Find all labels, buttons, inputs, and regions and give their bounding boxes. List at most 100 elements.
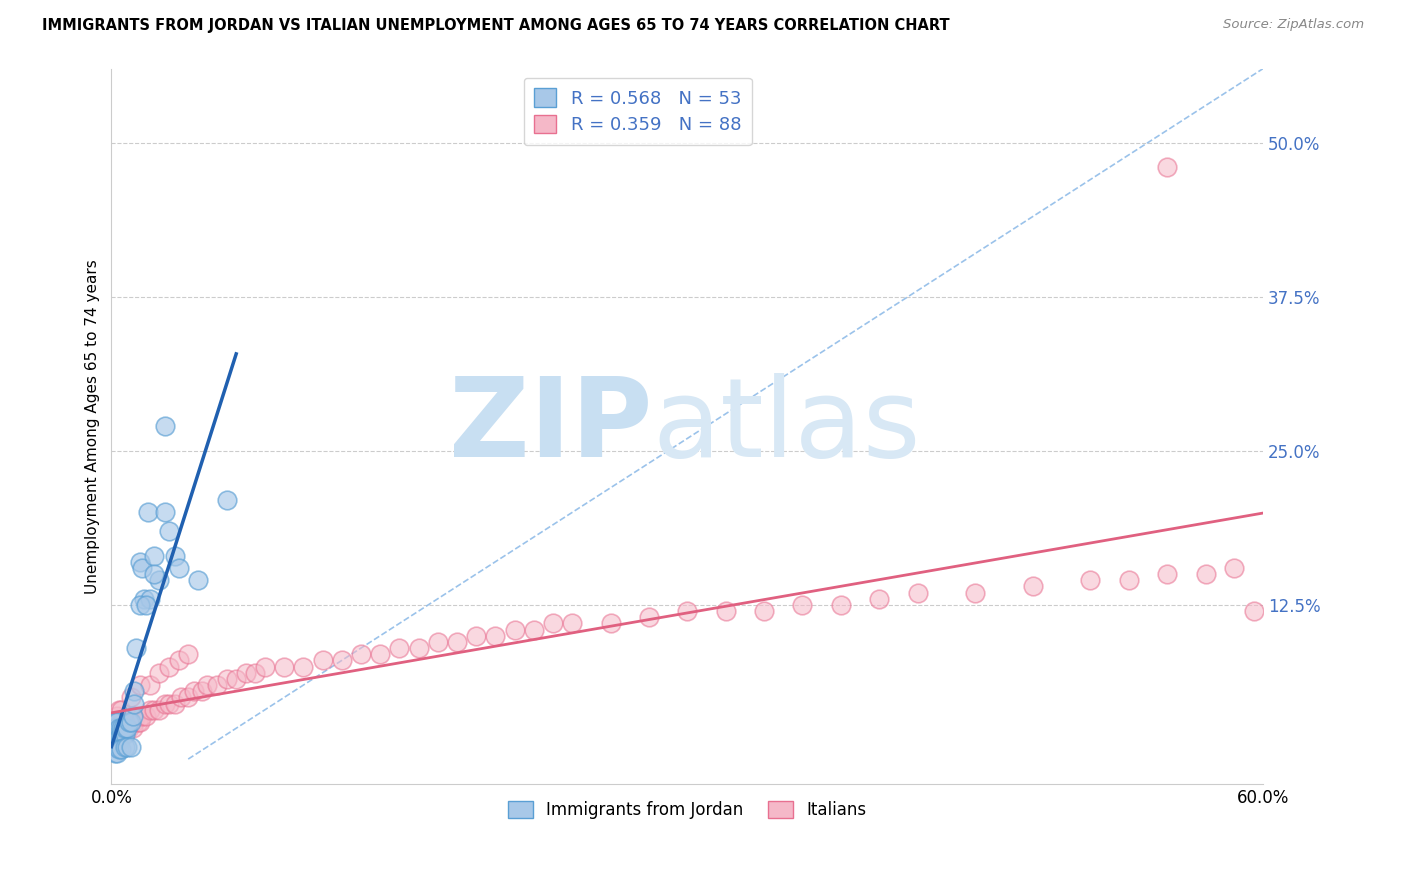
Point: [115, 721, 138, 735]
Point: [157, 524, 180, 538]
Point: [104, 721, 127, 735]
Point: [330, 653, 353, 667]
Point: [105, 727, 128, 741]
Point: [215, 672, 238, 686]
Point: [215, 493, 238, 508]
Point: [714, 604, 737, 618]
Point: [235, 665, 257, 680]
Point: [104, 727, 127, 741]
Point: [131, 709, 153, 723]
Point: [868, 591, 890, 606]
Point: [135, 598, 157, 612]
Point: [135, 709, 157, 723]
Point: [103, 721, 125, 735]
Point: [118, 715, 141, 730]
Point: [114, 721, 136, 735]
Point: [167, 561, 190, 575]
Point: [111, 721, 134, 735]
Point: [103, 739, 125, 754]
Point: [1194, 567, 1216, 582]
Point: [104, 721, 127, 735]
Point: [205, 678, 228, 692]
Point: [125, 641, 148, 656]
Point: [104, 746, 127, 760]
Point: [125, 709, 148, 723]
Point: [139, 591, 162, 606]
Point: [115, 739, 138, 754]
Point: [142, 567, 165, 582]
Point: [148, 665, 170, 680]
Point: [132, 591, 155, 606]
Point: [177, 647, 200, 661]
Point: [118, 721, 141, 735]
Point: [153, 419, 176, 434]
Point: [120, 690, 142, 705]
Point: [163, 697, 186, 711]
Point: [103, 715, 125, 730]
Point: [108, 733, 131, 747]
Point: [408, 641, 430, 656]
Point: [792, 598, 814, 612]
Point: [142, 549, 165, 563]
Text: Source: ZipAtlas.com: Source: ZipAtlas.com: [1223, 18, 1364, 31]
Point: [111, 715, 134, 730]
Point: [104, 715, 127, 730]
Point: [523, 623, 546, 637]
Point: [1118, 574, 1140, 588]
Point: [465, 629, 488, 643]
Point: [187, 574, 209, 588]
Point: [148, 703, 170, 717]
Point: [103, 733, 125, 747]
Point: [350, 647, 373, 661]
Point: [183, 684, 205, 698]
Point: [129, 555, 152, 569]
Point: [114, 727, 136, 741]
Point: [104, 733, 127, 747]
Point: [111, 727, 134, 741]
Point: [197, 678, 219, 692]
Legend: Immigrants from Jordan, Italians: Immigrants from Jordan, Italians: [501, 794, 873, 825]
Point: [561, 616, 583, 631]
Point: [311, 653, 333, 667]
Point: [129, 715, 152, 730]
Point: [105, 733, 128, 747]
Point: [104, 739, 127, 754]
Point: [273, 659, 295, 673]
Point: [676, 604, 699, 618]
Point: [153, 697, 176, 711]
Point: [124, 684, 146, 698]
Point: [129, 598, 152, 612]
Point: [388, 641, 411, 656]
Point: [114, 739, 136, 754]
Point: [110, 727, 132, 741]
Point: [110, 721, 132, 735]
Point: [131, 561, 153, 575]
Point: [148, 574, 170, 588]
Point: [120, 715, 142, 730]
Point: [105, 746, 128, 760]
Point: [105, 721, 128, 735]
Point: [103, 727, 125, 741]
Y-axis label: Unemployment Among Ages 65 to 74 years: Unemployment Among Ages 65 to 74 years: [86, 259, 100, 593]
Point: [169, 690, 191, 705]
Point: [108, 742, 131, 756]
Point: [752, 604, 775, 618]
Point: [599, 616, 621, 631]
Point: [104, 715, 127, 730]
Point: [503, 623, 526, 637]
Point: [114, 727, 136, 741]
Point: [115, 715, 138, 730]
Point: [245, 665, 267, 680]
Point: [225, 672, 247, 686]
Point: [105, 709, 128, 723]
Point: [157, 659, 180, 673]
Point: [163, 549, 186, 563]
Point: [830, 598, 852, 612]
Point: [1156, 160, 1178, 174]
Point: [139, 678, 162, 692]
Point: [1080, 574, 1102, 588]
Point: [110, 703, 132, 717]
Point: [110, 721, 132, 735]
Point: [426, 635, 449, 649]
Point: [129, 678, 152, 692]
